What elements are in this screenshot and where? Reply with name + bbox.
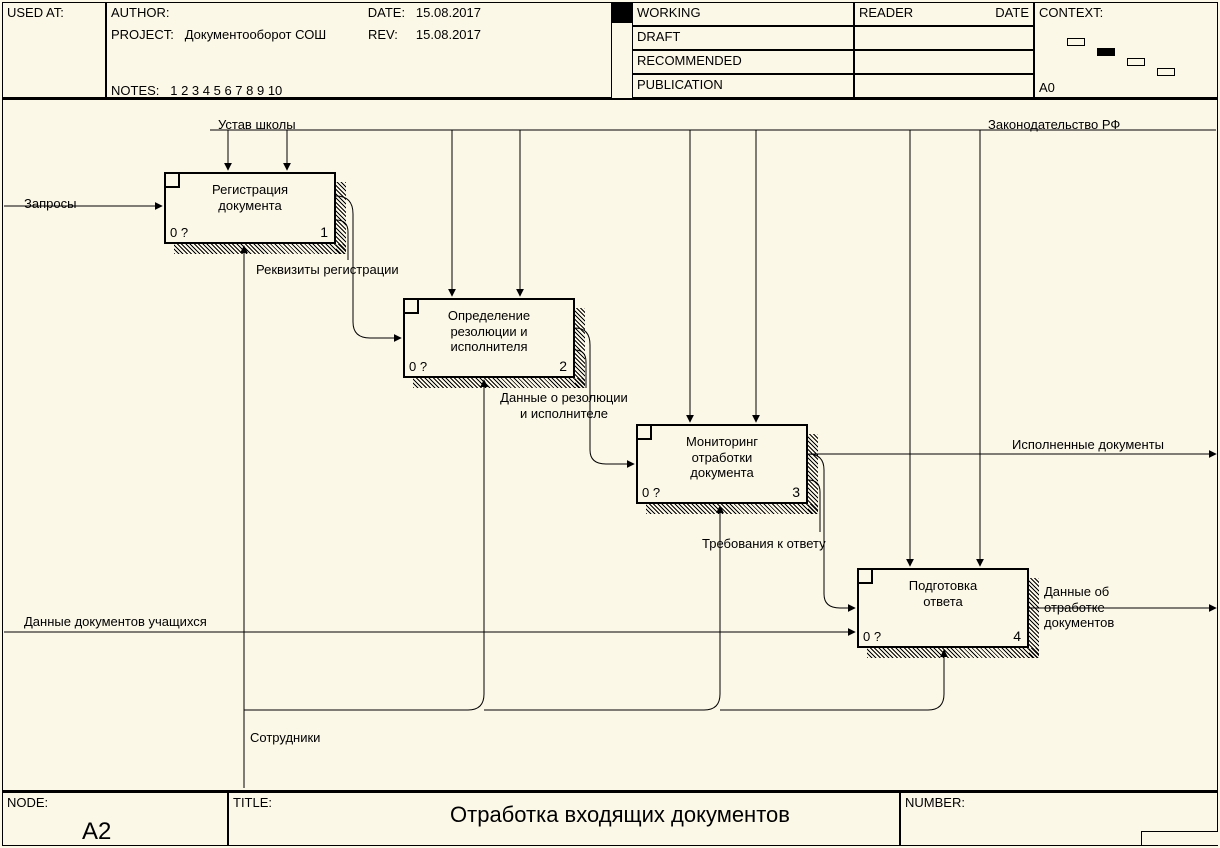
box-1-right-id: 1 [320,224,328,240]
label-ustav: Устав школы [216,117,298,133]
box-3-left-id: 0 ? [642,485,660,500]
context-box-3 [1127,58,1145,66]
activity-box-4: Подготовкаответа 0 ? 4 [857,568,1029,648]
label-dannye-doc: Данные документов учащихся [22,614,209,630]
recommended-label: RECOMMENDED [637,53,742,68]
label-rekvizity: Реквизиты регистрации [254,262,401,278]
context-label: CONTEXT: [1039,5,1103,20]
label-dannye-rez: Данные о резолюциии исполнителе [489,390,639,421]
notes-values: 1 2 3 4 5 6 7 8 9 10 [170,83,282,98]
node-label: NODE: [7,795,48,810]
reader-date-label: DATE [995,5,1029,20]
project-label: PROJECT: [111,27,174,42]
context-box-4 [1157,68,1175,76]
corner-icon [405,300,419,314]
shadow-2h [413,378,585,388]
label-sotrudniki: Сотрудники [248,730,322,746]
shadow-4v [1029,578,1039,658]
box-1-title: Регистрациядокумента [166,174,334,213]
rev-value: 15.08.2017 [416,27,481,42]
box-2-title: Определениерезолюции иисполнителя [405,300,573,355]
context-box-2 [1097,48,1115,56]
shadow-4h [867,648,1039,658]
box-4-right-id: 4 [1013,628,1021,644]
header-reader-3 [854,74,1034,98]
header-context: CONTEXT: A0 [1034,2,1218,98]
label-trebovaniya: Требования к ответу [700,536,828,552]
shadow-3v [808,434,818,514]
label-dannye-ob: Данные оботработкедокументов [1042,584,1142,631]
header-used-at: USED AT: [2,2,106,98]
context-box-1 [1067,38,1085,46]
box-2-right-id: 2 [559,358,567,374]
title-value: Отработка входящих документов [370,802,870,828]
header-working: WORKING [632,2,854,26]
shadow-3h [646,504,818,514]
number-label: NUMBER: [905,795,965,810]
footer-node: NODE: [2,792,228,846]
header-author-block: AUTHOR: PROJECT: Документооборот СОШ NOT… [106,2,612,98]
status-marker [611,3,632,23]
header-draft: DRAFT [632,26,854,50]
corner-icon [166,174,180,188]
box-4-left-id: 0 ? [863,629,881,644]
date-value: 15.08.2017 [416,5,481,20]
footer-notch [1141,831,1218,846]
draft-label: DRAFT [637,29,680,44]
node-id-value: A2 [82,818,111,846]
box-4-title: Подготовкаответа [859,570,1027,609]
date-label: DATE: [368,5,405,20]
label-dannye-rez-text: Данные о резолюциии исполнителе [500,390,628,421]
publication-label: PUBLICATION [637,77,723,92]
shadow-1h [174,244,346,254]
project-value: Документооборот СОШ [185,27,327,42]
box-1-left-id: 0 ? [170,225,188,240]
working-label: WORKING [637,5,701,20]
label-dannye-ob-text: Данные оботработкедокументов [1044,584,1114,630]
corner-icon [859,570,873,584]
rev-label: REV: [368,27,398,42]
header-reader: READER DATE [854,2,1034,26]
label-zaprosy: Запросы [22,196,78,212]
author-label: AUTHOR: [111,5,170,20]
label-ispolnennye: Исполненные документы [1010,437,1166,453]
activity-box-1: Регистрациядокумента 0 ? 1 [164,172,336,244]
header-reader-1 [854,26,1034,50]
box-3-title: Мониторинготработкидокумента [638,426,806,481]
title-label: TITLE: [233,795,272,810]
box-3-right-id: 3 [792,484,800,500]
label-zakon: Законодательство РФ [986,117,1122,133]
notes-label: NOTES: [111,83,159,98]
header-reader-2 [854,50,1034,74]
shadow-2v [575,308,585,388]
header-publication: PUBLICATION [632,74,854,98]
corner-icon [638,426,652,440]
header-recommended: RECOMMENDED [632,50,854,74]
activity-box-2: Определениерезолюции иисполнителя 0 ? 2 [403,298,575,378]
reader-label: READER [859,5,913,20]
used-at-label: USED AT: [7,5,64,20]
context-ref: A0 [1039,80,1055,95]
box-2-left-id: 0 ? [409,359,427,374]
activity-box-3: Мониторинготработкидокумента 0 ? 3 [636,424,808,504]
